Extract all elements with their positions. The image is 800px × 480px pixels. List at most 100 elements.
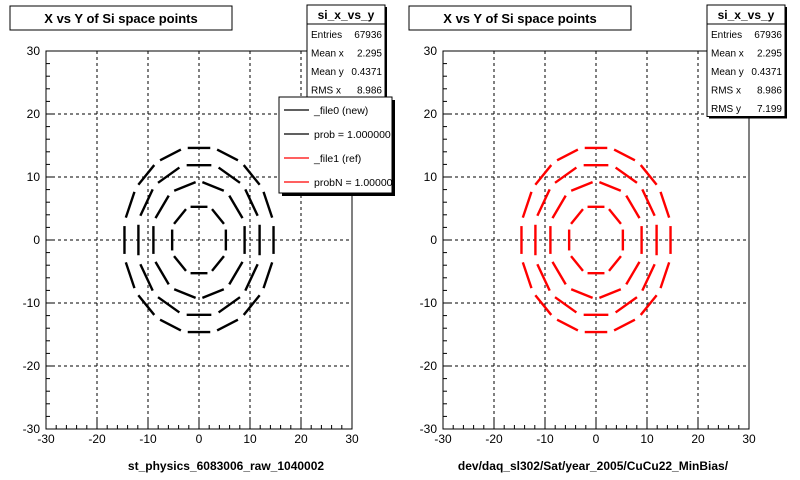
data-point-segment <box>124 191 136 219</box>
y-tick-label: 10 <box>424 170 438 184</box>
data-point-segment <box>641 263 656 292</box>
legend-box <box>278 96 393 194</box>
data-point-segment <box>613 318 636 332</box>
legend: _file0 (new) prob = 1.000000 _file1 (ref) p… <box>278 96 399 196</box>
y-tick-label: -10 <box>23 296 41 310</box>
stats-value: 0.4371 <box>351 67 382 78</box>
data-point-segment <box>570 181 594 192</box>
legend-label: prob = 1.000000 <box>314 129 391 141</box>
data-point-segment <box>139 188 154 217</box>
x-tick-label: 0 <box>593 432 600 446</box>
stats-label: RMS y <box>711 104 741 115</box>
x-tick-label: 10 <box>640 432 654 446</box>
x-tick-label: -20 <box>485 432 503 446</box>
stats-label: Mean x <box>711 49 744 60</box>
data-point-segment <box>556 148 579 162</box>
data-point-segment <box>614 166 638 184</box>
data-point-segment <box>173 255 187 272</box>
stats-value: 7.199 <box>757 104 782 115</box>
data-point-segment <box>556 318 579 332</box>
legend-label: _file0 (new) <box>313 105 368 117</box>
stats-name: si_x_vs_y <box>318 8 375 22</box>
data-point-segment <box>159 318 182 332</box>
data-point-segment <box>159 148 182 162</box>
data-point-segment <box>598 288 622 299</box>
chart-title: X vs Y of Si space points <box>443 11 596 26</box>
y-tick-label: -20 <box>420 359 438 373</box>
data-ring-4 <box>123 146 275 334</box>
data-ring-2 <box>549 181 643 299</box>
data-point-segment <box>554 296 578 314</box>
y-tick-label: 20 <box>424 107 438 121</box>
y-tick-label: 30 <box>27 44 41 58</box>
data-point-segment <box>262 191 274 219</box>
data-point-segment <box>216 148 239 162</box>
data-point-segment <box>659 191 671 219</box>
data-point-segment <box>228 195 244 219</box>
stats-label: Entries <box>711 30 742 41</box>
data-point-segment <box>570 208 584 225</box>
data-point-segment <box>211 255 225 272</box>
title-box <box>9 5 233 31</box>
y-tick-label: 10 <box>27 170 41 184</box>
title-box <box>408 5 632 31</box>
data-point-segment <box>242 294 261 316</box>
stats-box <box>306 4 386 99</box>
x-tick-label: -30 <box>434 432 452 446</box>
stats-label: Entries <box>311 30 342 41</box>
data-point-segment <box>262 261 274 289</box>
data-point-segment <box>570 255 584 272</box>
data-point-segment <box>217 296 241 314</box>
data-point-segment <box>551 261 567 285</box>
stats-label: Mean x <box>311 49 344 60</box>
stats-value: 67936 <box>754 30 782 41</box>
x-tick-label: 30 <box>742 432 756 446</box>
data-ring-1 <box>567 205 625 275</box>
data-point-segment <box>551 195 567 219</box>
data-point-segment <box>201 288 225 299</box>
y-tick-label: 0 <box>33 233 40 247</box>
stats-value: 8.986 <box>757 86 782 97</box>
chart-panel-2: -30 -20 -10 0 10 20 30 -30 -20 -10 0 10 20 30 X vs Y o… <box>408 4 787 473</box>
y-tick-label: -30 <box>420 422 438 436</box>
data-point-segment <box>641 188 656 217</box>
data-point-segment <box>173 288 197 299</box>
data-ring-3 <box>534 163 658 317</box>
x-axis-label: dev/daq_sl302/Sat/year_2005/CuCu22_MinBi… <box>458 459 729 473</box>
data-ring-3 <box>137 163 261 317</box>
data-point-segment <box>173 181 197 192</box>
data-ring-2 <box>152 181 246 299</box>
stats-value: 2.295 <box>357 49 382 60</box>
x-tick-label: 20 <box>294 432 308 446</box>
chart-panel-1: -30 -20 -10 0 10 20 30 -30 -20 -10 0 10 20 30 X vs Y o… <box>9 4 399 473</box>
legend-label: probN = 1.000000 <box>314 177 399 189</box>
stats-label: Mean y <box>311 67 344 78</box>
stats-label: RMS x <box>311 86 341 97</box>
data-point-segment <box>244 263 259 292</box>
data-point-segment <box>554 166 578 184</box>
data-point-segment <box>124 261 136 289</box>
y-tick-label: 0 <box>430 233 437 247</box>
data-point-segment <box>217 166 241 184</box>
data-point-segment <box>534 294 553 316</box>
data-point-segment <box>613 148 636 162</box>
stats-label: Mean y <box>711 67 744 78</box>
stats-value: 2.295 <box>757 49 782 60</box>
data-point-segment <box>157 296 181 314</box>
legend-label: _file1 (ref) <box>313 153 361 165</box>
data-point-segment <box>521 191 533 219</box>
data-point-segment <box>659 261 671 289</box>
data-point-segment <box>137 294 156 316</box>
stats-value: 67936 <box>354 30 382 41</box>
chart-title: X vs Y of Si space points <box>44 11 197 26</box>
data-point-segment <box>625 261 641 285</box>
x-tick-label: 10 <box>243 432 257 446</box>
data-point-segment <box>608 255 622 272</box>
x-tick-label: -20 <box>88 432 106 446</box>
data-point-segment <box>201 181 225 192</box>
y-tick-label: -10 <box>420 296 438 310</box>
y-tick-label: -30 <box>23 422 41 436</box>
stats-name: si_x_vs_y <box>718 8 775 22</box>
y-tick-label: -20 <box>23 359 41 373</box>
